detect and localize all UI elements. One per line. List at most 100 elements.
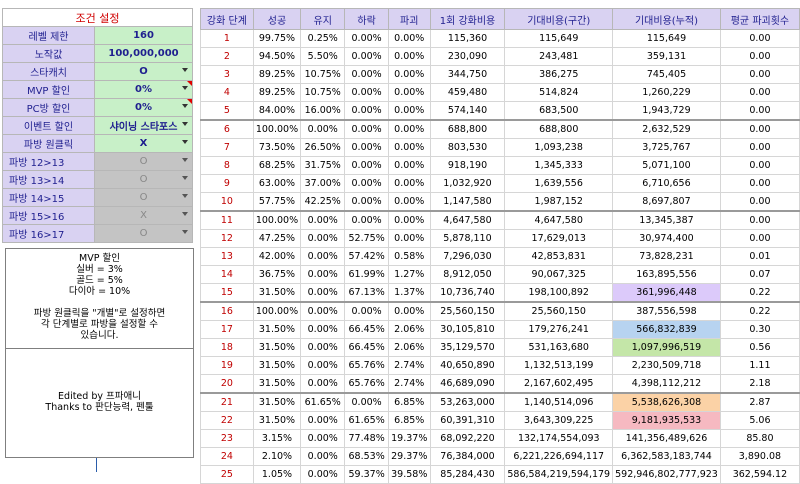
expected-cost-cell: 25,560,150 [504, 301, 614, 321]
guide-note-line: 있습니다. [80, 330, 119, 341]
destroy-cell: 0.00% [387, 138, 431, 157]
level-cell: 17 [200, 320, 254, 339]
cost-cell: 115,360 [429, 29, 506, 48]
success-cell: 89.25% [252, 65, 302, 84]
expected-cost-cell: 90,067,325 [504, 265, 614, 284]
cost-cell: 1,032,920 [429, 174, 506, 193]
settings-row: 스타캐치 O [2, 62, 194, 81]
cumulative-cost-cell: 8,697,807 [612, 192, 721, 212]
destroy-cell: 0.00% [387, 301, 431, 321]
destroy-cell: 0.00% [387, 101, 431, 121]
drop-cell: 0.00% [344, 192, 389, 212]
cumulative-cost-cell: 1,260,229 [612, 83, 721, 102]
cost-cell: 688,800 [429, 119, 506, 139]
dropdown-arrow-icon[interactable] [182, 122, 189, 126]
settings-row: 파방 원클릭 X [2, 134, 194, 153]
cumulative-cost-cell: 566,832,839 [612, 320, 721, 339]
settings-title-row: 조건 설정 [1, 8, 194, 27]
setting-value-text: 샤이닝 스타포스 [109, 122, 178, 133]
setting-dropdown[interactable]: 0% [93, 80, 194, 99]
table-header-row: 강화 단계 성공 유지 하락 파괴 1회 강화비용 기대비용(구간) 기대비용(누적) 평균 파… [200, 8, 800, 30]
settings-title: 조건 설정 [1, 8, 194, 27]
cumulative-cost-cell: 1,943,729 [612, 101, 721, 121]
level-cell: 15 [200, 283, 254, 303]
setting-value-text: X [140, 210, 147, 221]
settings-row: 파방 15>16 X [2, 206, 194, 225]
table-row: 22 31.50% 0.00% 61.65% 6.85% 60,391,310 3,643,… [200, 411, 800, 430]
expected-cost-cell: 1,987,152 [504, 192, 614, 212]
cumulative-cost-cell: 163,895,556 [612, 265, 721, 284]
setting-dropdown[interactable]: X [93, 134, 194, 153]
setting-dropdown[interactable]: O [93, 62, 194, 81]
cost-cell: 68,092,220 [429, 429, 506, 448]
table-row: 15 31.50% 0.00% 67.13% 1.37% 10,736,740 198,10… [200, 283, 800, 303]
success-cell: 36.75% [252, 265, 302, 284]
setting-value-text: 0% [135, 84, 152, 95]
setting-dropdown[interactable]: 0% [93, 98, 194, 117]
destroy-cell: 39.58% [387, 465, 431, 484]
drop-cell: 65.76% [344, 374, 389, 394]
keep-cell: 37.00% [300, 174, 346, 193]
success-cell: 100.00% [252, 119, 302, 139]
guide-note-line: 파방 원클릭을 "개별"로 설정하면 [33, 308, 166, 319]
setting-label: 파방 15>16 [2, 206, 95, 225]
drop-cell: 0.00% [344, 156, 389, 175]
dropdown-arrow-icon[interactable] [182, 104, 189, 108]
avg-destroy-cell: 0.00 [719, 156, 800, 175]
avg-destroy-cell: 5.06 [719, 411, 800, 430]
cost-cell: 803,530 [429, 138, 506, 157]
success-cell: 42.00% [252, 247, 302, 266]
expected-cost-cell: 3,643,309,225 [504, 411, 614, 430]
cumulative-cost-cell: 361,996,448 [612, 283, 721, 303]
expected-cost-cell: 2,167,602,495 [504, 374, 614, 394]
dropdown-arrow-icon [182, 176, 189, 180]
cumulative-cost-cell: 5,538,626,308 [612, 392, 721, 412]
cost-cell: 60,391,310 [429, 411, 506, 430]
success-cell: 100.00% [252, 210, 302, 230]
destroy-cell: 0.00% [387, 83, 431, 102]
cost-cell: 85,284,430 [429, 465, 506, 484]
cost-cell: 574,140 [429, 101, 506, 121]
table-row: 14 36.75% 0.00% 61.99% 1.27% 8,912,050 90,067,… [200, 265, 800, 284]
column-header: 기대비용(누적) [612, 8, 721, 30]
setting-label: 파방 13>14 [2, 170, 95, 189]
expected-cost-cell: 688,800 [504, 119, 614, 139]
keep-cell: 0.00% [300, 374, 346, 394]
table-row: 3 89.25% 10.75% 0.00% 0.00% 344,750 386,275 745… [200, 65, 800, 84]
comment-marker-icon [187, 81, 192, 86]
table-row: 10 57.75% 42.25% 0.00% 0.00% 1,147,580 1,987,1… [200, 192, 800, 212]
dropdown-arrow-icon[interactable] [182, 140, 189, 144]
avg-destroy-cell: 0.56 [719, 338, 800, 357]
destroy-cell: 0.00% [387, 29, 431, 48]
setting-dropdown[interactable]: 샤이닝 스타포스 [93, 116, 194, 135]
drop-cell: 61.65% [344, 411, 389, 430]
level-cell: 14 [200, 265, 254, 284]
cost-cell: 344,750 [429, 65, 506, 84]
drop-cell: 67.13% [344, 283, 389, 303]
setting-value-text: O [139, 228, 148, 239]
cumulative-cost-cell: 387,556,598 [612, 301, 721, 321]
cumulative-cost-cell: 3,725,767 [612, 138, 721, 157]
dropdown-arrow-icon[interactable] [182, 86, 189, 90]
avg-destroy-cell: 3,890.08 [719, 447, 800, 466]
success-cell: 84.00% [252, 101, 302, 121]
keep-cell: 10.75% [300, 83, 346, 102]
setting-label: 파방 원클릭 [2, 134, 95, 153]
cost-cell: 230,090 [429, 47, 506, 66]
level-cell: 4 [200, 83, 254, 102]
level-cell: 21 [200, 392, 254, 412]
dropdown-arrow-icon[interactable] [182, 68, 189, 72]
destroy-cell: 2.06% [387, 320, 431, 339]
level-cell: 5 [200, 101, 254, 121]
level-cell: 19 [200, 356, 254, 375]
avg-destroy-cell: 0.00 [719, 83, 800, 102]
column-header: 강화 단계 [200, 8, 254, 30]
success-cell: 89.25% [252, 83, 302, 102]
destroy-cell: 0.00% [387, 156, 431, 175]
setting-value-text: O [139, 66, 148, 77]
dropdown-arrow-icon [182, 212, 189, 216]
table-row: 24 2.10% 0.00% 68.53% 29.37% 76,384,000 6,221,… [200, 447, 800, 466]
settings-row: 이벤트 할인 샤이닝 스타포스 [2, 116, 194, 135]
table-row: 4 89.25% 10.75% 0.00% 0.00% 459,480 514,824 1,2… [200, 83, 800, 102]
level-cell: 10 [200, 192, 254, 212]
